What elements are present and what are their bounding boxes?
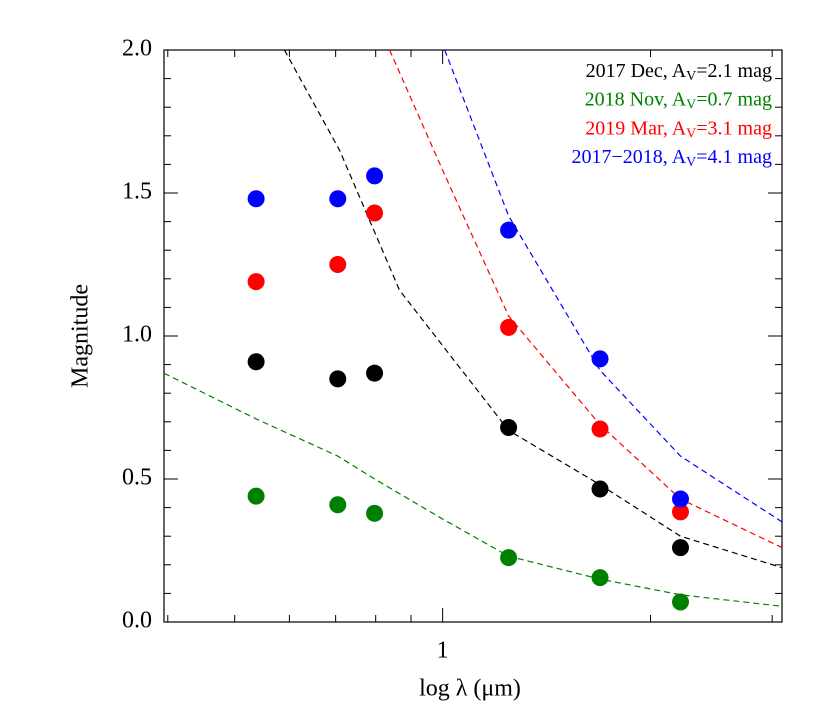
data-point <box>591 420 609 438</box>
legend-name: 2017 Dec, A <box>586 60 687 82</box>
model-curve <box>444 50 782 523</box>
legend-subscript: V <box>686 69 696 84</box>
model-curve <box>389 50 782 549</box>
legend-subscript: V <box>686 155 696 170</box>
data-point <box>247 190 265 208</box>
y-tick-label: 0.5 <box>122 465 152 491</box>
y-axis-title: Magnitude <box>68 284 94 388</box>
y-tick-label: 0.0 <box>122 608 152 634</box>
data-point <box>591 569 609 587</box>
data-point <box>671 503 689 521</box>
y-tick-label: 1.0 <box>122 322 152 348</box>
legend-suffix: =4.1 mag <box>696 146 772 168</box>
data-point <box>247 353 265 371</box>
legend-entry: 2019 Mar, AV=3.1 mag <box>585 117 772 142</box>
data-point <box>366 167 384 185</box>
data-point <box>671 490 689 508</box>
legend-entry: 2018 Nov, AV=0.7 mag <box>585 88 772 113</box>
legend-suffix: =2.1 mag <box>696 60 772 82</box>
data-point <box>366 364 384 382</box>
data-point <box>671 539 689 557</box>
legend-subscript: V <box>686 98 696 113</box>
legend-name: 2019 Mar, A <box>585 117 686 139</box>
data-point <box>671 593 689 611</box>
data-point <box>366 504 384 522</box>
legend-subscript: V <box>686 127 696 142</box>
data-point <box>591 350 609 368</box>
legend-suffix: =3.1 mag <box>696 117 772 139</box>
y-tick-label: 1.5 <box>122 179 152 205</box>
y-tick-label: 2.0 <box>122 36 152 62</box>
model-curve <box>164 372 782 607</box>
x-tick-label: 1 <box>437 638 449 664</box>
data-point <box>247 487 265 505</box>
data-point <box>329 496 347 514</box>
legend-suffix: =0.7 mag <box>696 88 772 110</box>
legend-entry: 2017−2018, AV=4.1 mag <box>572 146 772 171</box>
x-axis-title: log λ (μm) <box>419 676 521 702</box>
legend-name: 2017−2018, A <box>572 146 687 168</box>
data-point <box>500 419 518 437</box>
data-point <box>329 190 347 208</box>
data-point <box>329 370 347 388</box>
legend-name: 2018 Nov, A <box>585 88 687 110</box>
legend-entry: 2017 Dec, AV=2.1 mag <box>586 60 772 85</box>
data-point <box>247 273 265 291</box>
plot-content <box>164 50 782 611</box>
data-point <box>500 549 518 567</box>
data-point <box>591 480 609 498</box>
data-point <box>366 204 384 222</box>
data-point <box>500 318 518 336</box>
data-point <box>329 256 347 273</box>
data-point <box>500 221 518 239</box>
